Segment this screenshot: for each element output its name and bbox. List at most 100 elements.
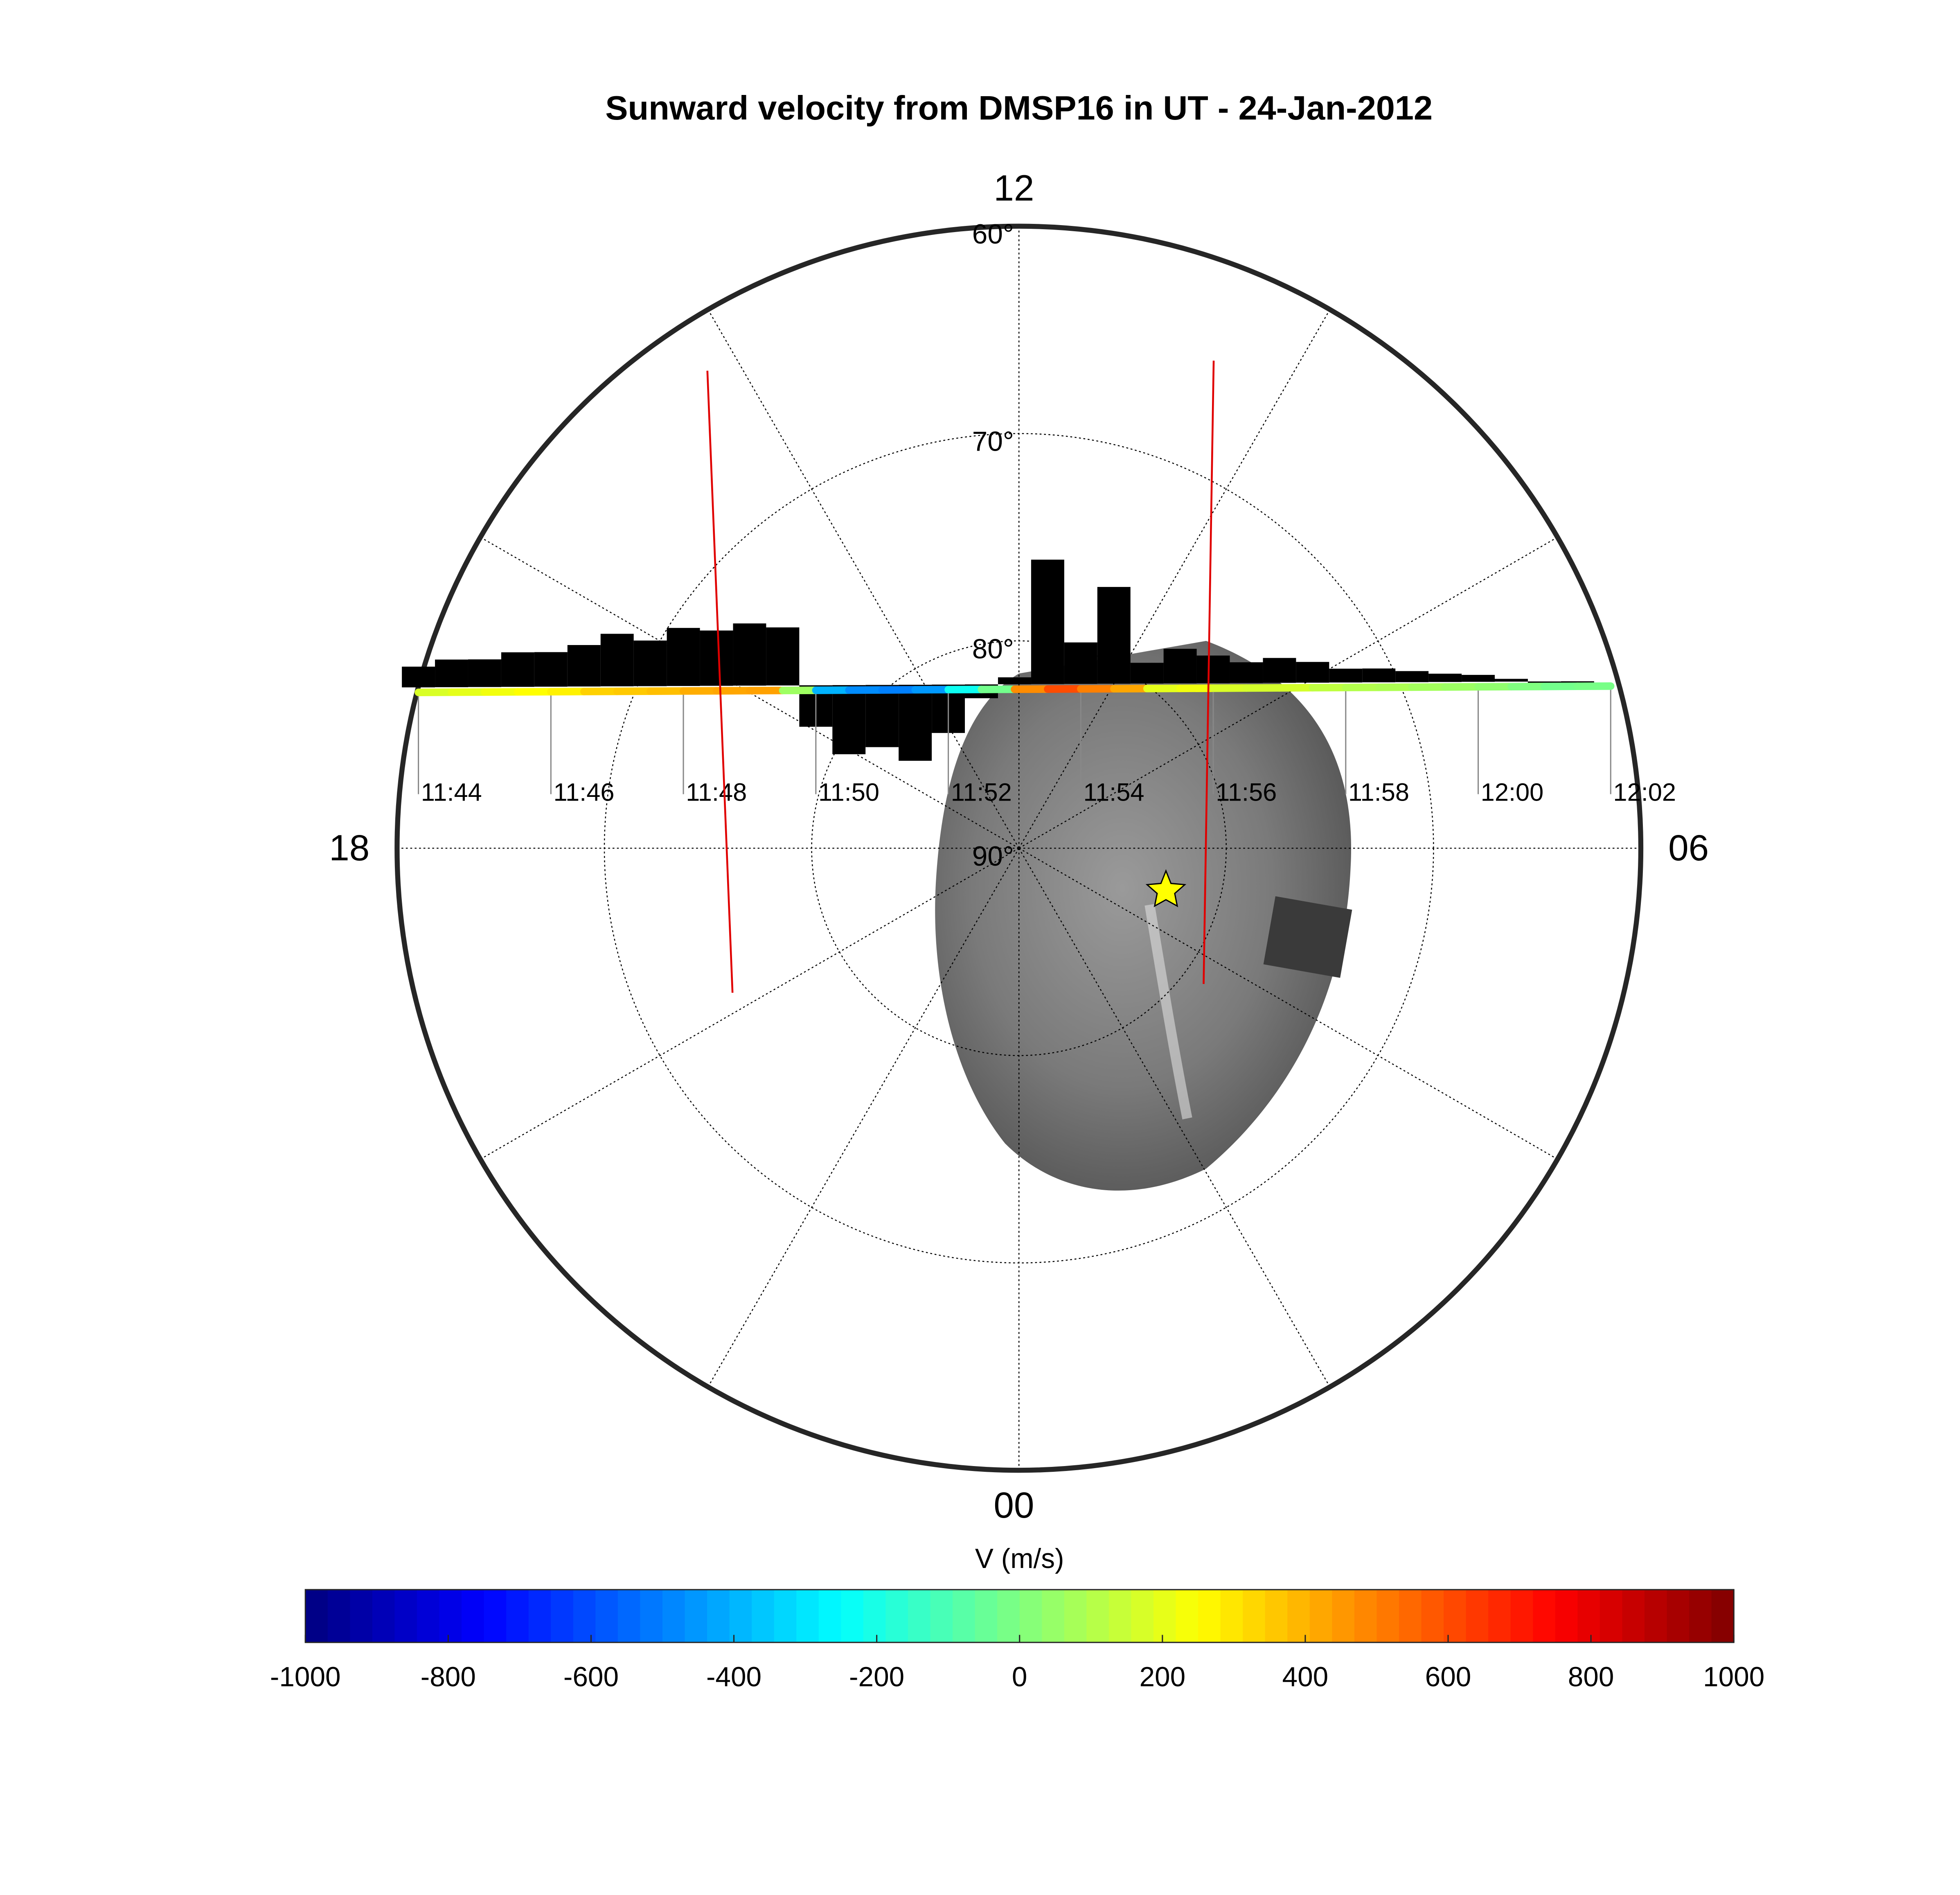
velocity-bar: [567, 645, 601, 687]
colorbar-cell: [685, 1589, 708, 1642]
velocity-bar: [1263, 658, 1296, 683]
velocity-bar: [667, 628, 700, 686]
colorbar-tick-label: -200: [849, 1662, 904, 1692]
colorbar-tick-label: -600: [563, 1662, 619, 1692]
colorbar-tick-label: 800: [1568, 1662, 1614, 1692]
colorbar-cell: [1377, 1589, 1400, 1642]
colorbar-cell: [394, 1589, 418, 1642]
boundary-line: [706, 370, 734, 993]
colorbar-cell: [1533, 1589, 1556, 1642]
velocity-bar: [1428, 673, 1462, 682]
colorbar-cell: [953, 1589, 976, 1642]
auroral-image: [935, 641, 1352, 1191]
colorbar-cell: [774, 1589, 797, 1642]
colorbar-cell: [908, 1589, 931, 1642]
colorbar-cell: [1488, 1589, 1512, 1642]
colorbar-cell: [1622, 1589, 1645, 1642]
colorbar-tick-label: 200: [1139, 1662, 1185, 1692]
velocity-bar: [766, 627, 800, 686]
velocity-bar: [501, 652, 534, 687]
time-label: 11:48: [686, 778, 747, 807]
velocity-bar: [1395, 671, 1429, 682]
colorbar-tick-label: 400: [1282, 1662, 1329, 1692]
velocity-bar: [1031, 559, 1064, 684]
colorbar-cell: [818, 1589, 842, 1642]
colorbar-cell: [439, 1589, 462, 1642]
colorbar-cell: [417, 1589, 440, 1642]
ring: [604, 433, 1434, 1263]
velocity-bar: [534, 652, 568, 687]
velocity-bar: [468, 659, 501, 687]
boundary-line: [1203, 361, 1215, 984]
colorbar-cell: [1220, 1589, 1244, 1642]
colorbar-cell: [1555, 1589, 1578, 1642]
colorbar-cell: [573, 1589, 596, 1642]
colorbar-label: V (m/s): [975, 1543, 1064, 1574]
colorbar-cell: [1265, 1589, 1288, 1642]
colorbar-cell: [885, 1589, 909, 1642]
colorbar-cell: [484, 1589, 507, 1642]
colorbar-cell: [1466, 1589, 1489, 1642]
velocity-bar: [1495, 679, 1528, 682]
velocity-bar: [899, 685, 932, 761]
velocity-bar: [402, 666, 435, 688]
colorbar-cell: [506, 1589, 529, 1642]
mlt-label: 18: [329, 827, 369, 868]
image-patch: [1263, 896, 1352, 978]
velocity-bar: [600, 634, 634, 686]
colorbar-cell: [863, 1589, 886, 1642]
colorbar-cell: [1243, 1589, 1266, 1642]
time-label: 11:54: [1083, 778, 1144, 807]
colorbar-cell: [372, 1589, 395, 1642]
velocity-bar: [1130, 663, 1164, 684]
station-star: [1145, 869, 1187, 907]
colorbar-tick-label: 0: [1012, 1662, 1027, 1692]
spoke: [707, 309, 1020, 849]
time-label: 11:58: [1348, 778, 1409, 807]
colorbar-cell: [707, 1589, 730, 1642]
time-label: 12:02: [1613, 778, 1676, 807]
auroral-image-shape: [935, 641, 1352, 1191]
colorbar-cell: [595, 1589, 619, 1642]
colorbar-cell: [1198, 1589, 1221, 1642]
time-label: 11:56: [1216, 778, 1277, 807]
time-label: 11:52: [951, 778, 1012, 807]
colorbar-cell: [1444, 1589, 1467, 1642]
mlt-label: 06: [1668, 827, 1709, 868]
r-tick-label: 90°: [972, 841, 1014, 872]
colorbar-cell: [796, 1589, 820, 1642]
r-tick-label: 80°: [972, 634, 1014, 664]
velocity-bar: [832, 685, 866, 754]
colorbar-cell: [305, 1589, 329, 1642]
track: 11:44 11:46 11:48 11:50 11:52 11:54 11:56 11:58…: [402, 559, 1676, 807]
colorbar-cell: [462, 1589, 485, 1642]
velocity-bar: [1230, 662, 1263, 683]
colorbar-cell: [1108, 1589, 1132, 1642]
colorbar-cell: [1510, 1589, 1534, 1642]
colorbar-cell: [1354, 1589, 1377, 1642]
colorbar-cell: [1287, 1589, 1311, 1642]
mlt-label: 12: [994, 167, 1034, 208]
time-label: 11:50: [818, 778, 879, 807]
colorbar-cell: [617, 1589, 641, 1642]
colorbar: -1000 -800 -600 -400 -200 0 200 400 600 800 1000 V …: [270, 1543, 1764, 1692]
colorbar-cell: [997, 1589, 1021, 1642]
time-label: 12:00: [1481, 778, 1544, 807]
colorbar-cell: [1042, 1589, 1065, 1642]
colorbar-cell: [1667, 1589, 1690, 1642]
colorbar-cell: [1600, 1589, 1623, 1642]
velocity-bar: [1097, 587, 1131, 684]
colorbar-cell: [752, 1589, 775, 1642]
time-label: 11:46: [553, 778, 614, 807]
velocity-bar: [733, 623, 766, 686]
velocity-bar: [1064, 642, 1097, 684]
colorbar-cell: [1019, 1589, 1043, 1642]
colorbar-cell: [1689, 1589, 1712, 1642]
polar-grid: 60° 70° 80° 90° 12 06 00 18: [329, 167, 1709, 1525]
colorbar-cell: [350, 1589, 373, 1642]
colorbar-cell: [327, 1589, 351, 1642]
velocity-bar: [1163, 649, 1197, 684]
velocity-bar: [1462, 675, 1495, 682]
colorbar-cell: [729, 1589, 752, 1642]
